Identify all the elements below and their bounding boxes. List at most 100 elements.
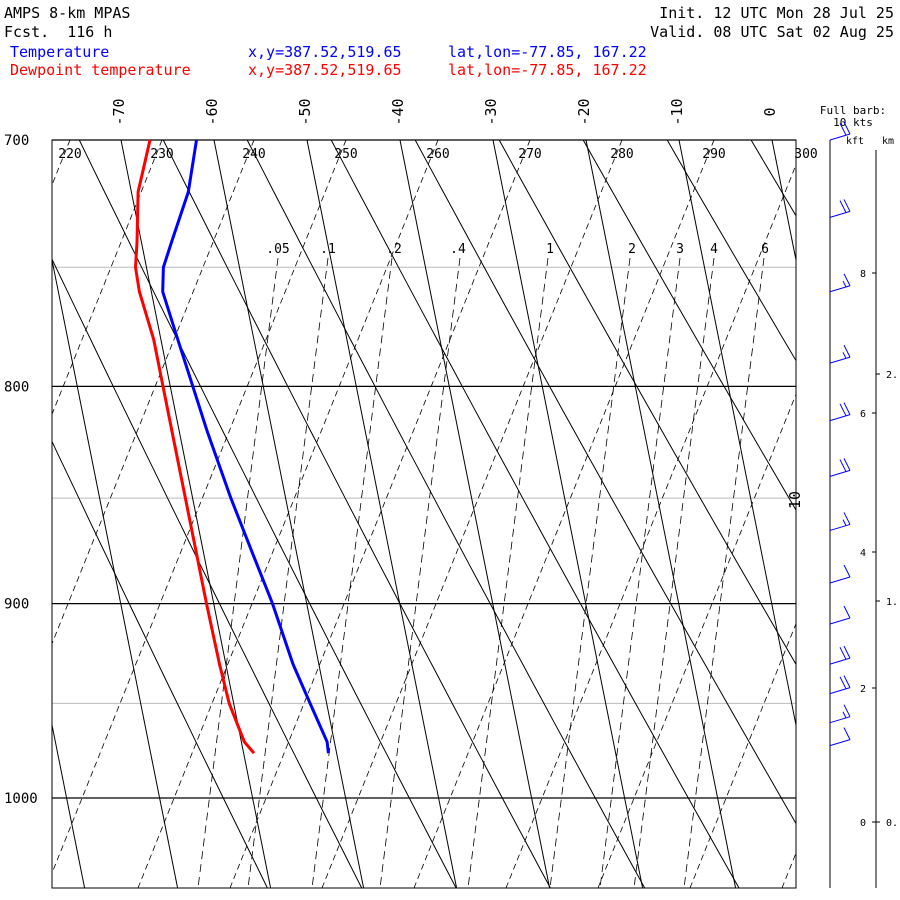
mixing-ratio-line <box>379 257 461 888</box>
dry-adiabat <box>52 257 363 888</box>
isotherm-label: 0 <box>761 107 779 116</box>
dry-adiabat <box>498 140 796 666</box>
model-title: AMPS 8-km MPAS <box>4 4 131 22</box>
wind-barb <box>829 704 851 724</box>
moist-adiabat <box>505 163 796 888</box>
wind-barb <box>829 512 851 531</box>
kft-tick-label: 8 <box>860 269 866 280</box>
mixing-ratio-label: .1 <box>320 242 336 257</box>
mixing-ratio-line <box>247 257 329 888</box>
kft-tick-label: 2 <box>860 684 866 695</box>
mixing-ratio-line <box>197 257 279 888</box>
wind-barb <box>829 199 851 218</box>
legend-temperature-xy: x,y=387.52,519.65 <box>248 43 402 61</box>
isotherm <box>52 722 86 888</box>
dry-adiabat <box>162 140 551 888</box>
init-time: Init. 12 UTC Mon 28 Jul 25 <box>659 4 894 22</box>
mixing-ratio-line <box>549 257 631 888</box>
moist-adiabat <box>52 140 347 875</box>
legend-temperature-latlon: lat,lon=-77.85, 167.22 <box>448 43 647 61</box>
mixing-ratio-label: 6 <box>761 242 769 257</box>
kft-tick-label: 6 <box>860 409 866 420</box>
grid-lines <box>52 87 900 900</box>
dry-adiabat-label: 240 <box>242 147 265 162</box>
isotherm-label: -50 <box>296 98 314 125</box>
dry-adiabat <box>330 140 740 888</box>
kft-tick-label: 4 <box>860 548 866 559</box>
moist-adiabat <box>689 622 796 888</box>
dry-adiabat <box>582 140 796 512</box>
moist-adiabat <box>321 140 623 888</box>
isotherm-label: 10 <box>786 491 804 509</box>
dry-adiabat-label: 300 <box>794 147 817 162</box>
mixing-ratio-line <box>633 257 715 888</box>
mixing-ratio-label: .4 <box>450 242 466 257</box>
dry-adiabat <box>886 87 900 900</box>
km-tick-label: 0. <box>886 818 898 829</box>
isotherm <box>306 140 458 888</box>
isotherm <box>865 140 900 888</box>
isotherm <box>771 140 796 263</box>
kft-axis-label: kft <box>846 136 864 147</box>
isotherm-label: -10 <box>668 98 686 125</box>
isotherm <box>213 140 365 888</box>
kft-tick-label: 0 <box>860 818 866 829</box>
mixing-ratio-line <box>599 257 681 888</box>
mixing-ratio-label: 4 <box>710 242 718 257</box>
isotherm <box>399 140 551 888</box>
wind-barb <box>829 344 851 364</box>
chart-header: AMPS 8-km MPAS Fcst. 116 h Init. 12 UTC … <box>0 0 900 90</box>
pressure-tick-label: 700 <box>4 133 29 149</box>
dry-adiabat <box>666 140 796 362</box>
dry-adiabat-label: 250 <box>334 147 357 162</box>
barb-legend-line1: Full barb: <box>820 104 886 117</box>
dry-adiabat-label: 220 <box>58 147 81 162</box>
dry-adiabat-label: 260 <box>426 147 449 162</box>
pressure-tick-label: 800 <box>4 379 29 395</box>
background-grid <box>51 87 900 900</box>
mixing-ratio-line <box>467 257 549 888</box>
moist-adiabat <box>229 140 531 888</box>
barb-legend-line2: 10 kts <box>833 116 873 129</box>
dry-adiabat <box>52 440 268 888</box>
dry-adiabat <box>750 140 796 217</box>
wind-barb <box>829 675 851 695</box>
moist-adiabat <box>137 140 439 888</box>
moist-adiabat <box>597 393 796 888</box>
isotherm <box>492 140 644 888</box>
mixing-ratio-line <box>311 257 393 888</box>
moist-adiabat <box>781 852 796 888</box>
legend-dewpoint-label: Dewpoint temperature <box>10 61 191 79</box>
series-line-temperature <box>161 139 330 754</box>
km-axis-label: km <box>882 136 894 147</box>
axis-labels: 700 800 900 1000 -70 -60 -50 -40 -30 -20 -10 0 10 220… <box>4 98 818 807</box>
dry-adiabat <box>414 140 796 825</box>
wind-barb <box>829 402 851 422</box>
plot-frame <box>51 139 797 889</box>
mixing-ratio-label: .05 <box>266 242 289 257</box>
isotherm-label: -40 <box>389 98 407 125</box>
mixing-ratio-label: 1 <box>546 242 554 257</box>
dry-adiabat <box>246 140 646 888</box>
isotherm-label: -20 <box>575 98 593 125</box>
forecast-hour: Fcst. 116 h <box>4 23 113 41</box>
mixing-ratio-label: 2 <box>628 242 636 257</box>
moist-adiabat <box>413 140 715 888</box>
isotherm <box>52 257 179 888</box>
moist-adiabat <box>52 140 71 186</box>
dry-adiabat-label: 280 <box>610 147 633 162</box>
wind-barb <box>829 564 851 584</box>
pressure-tick-label: 900 <box>4 597 29 613</box>
dry-adiabat-label: 230 <box>150 147 173 162</box>
moist-adiabat <box>52 140 163 416</box>
mixing-ratio-line <box>683 257 765 888</box>
legend-dewpoint-xy: x,y=387.52,519.65 <box>248 61 402 79</box>
isotherm-label: -30 <box>482 98 500 125</box>
valid-time: Valid. 08 UTC Sat 02 Aug 25 <box>650 23 894 41</box>
legend-dewpoint-latlon: lat,lon=-77.85, 167.22 <box>448 61 647 79</box>
wind-barb <box>829 645 851 665</box>
legend-temperature-label: Temperature <box>10 43 110 61</box>
wind-barb <box>829 458 851 477</box>
isotherm-label: -70 <box>110 98 128 125</box>
